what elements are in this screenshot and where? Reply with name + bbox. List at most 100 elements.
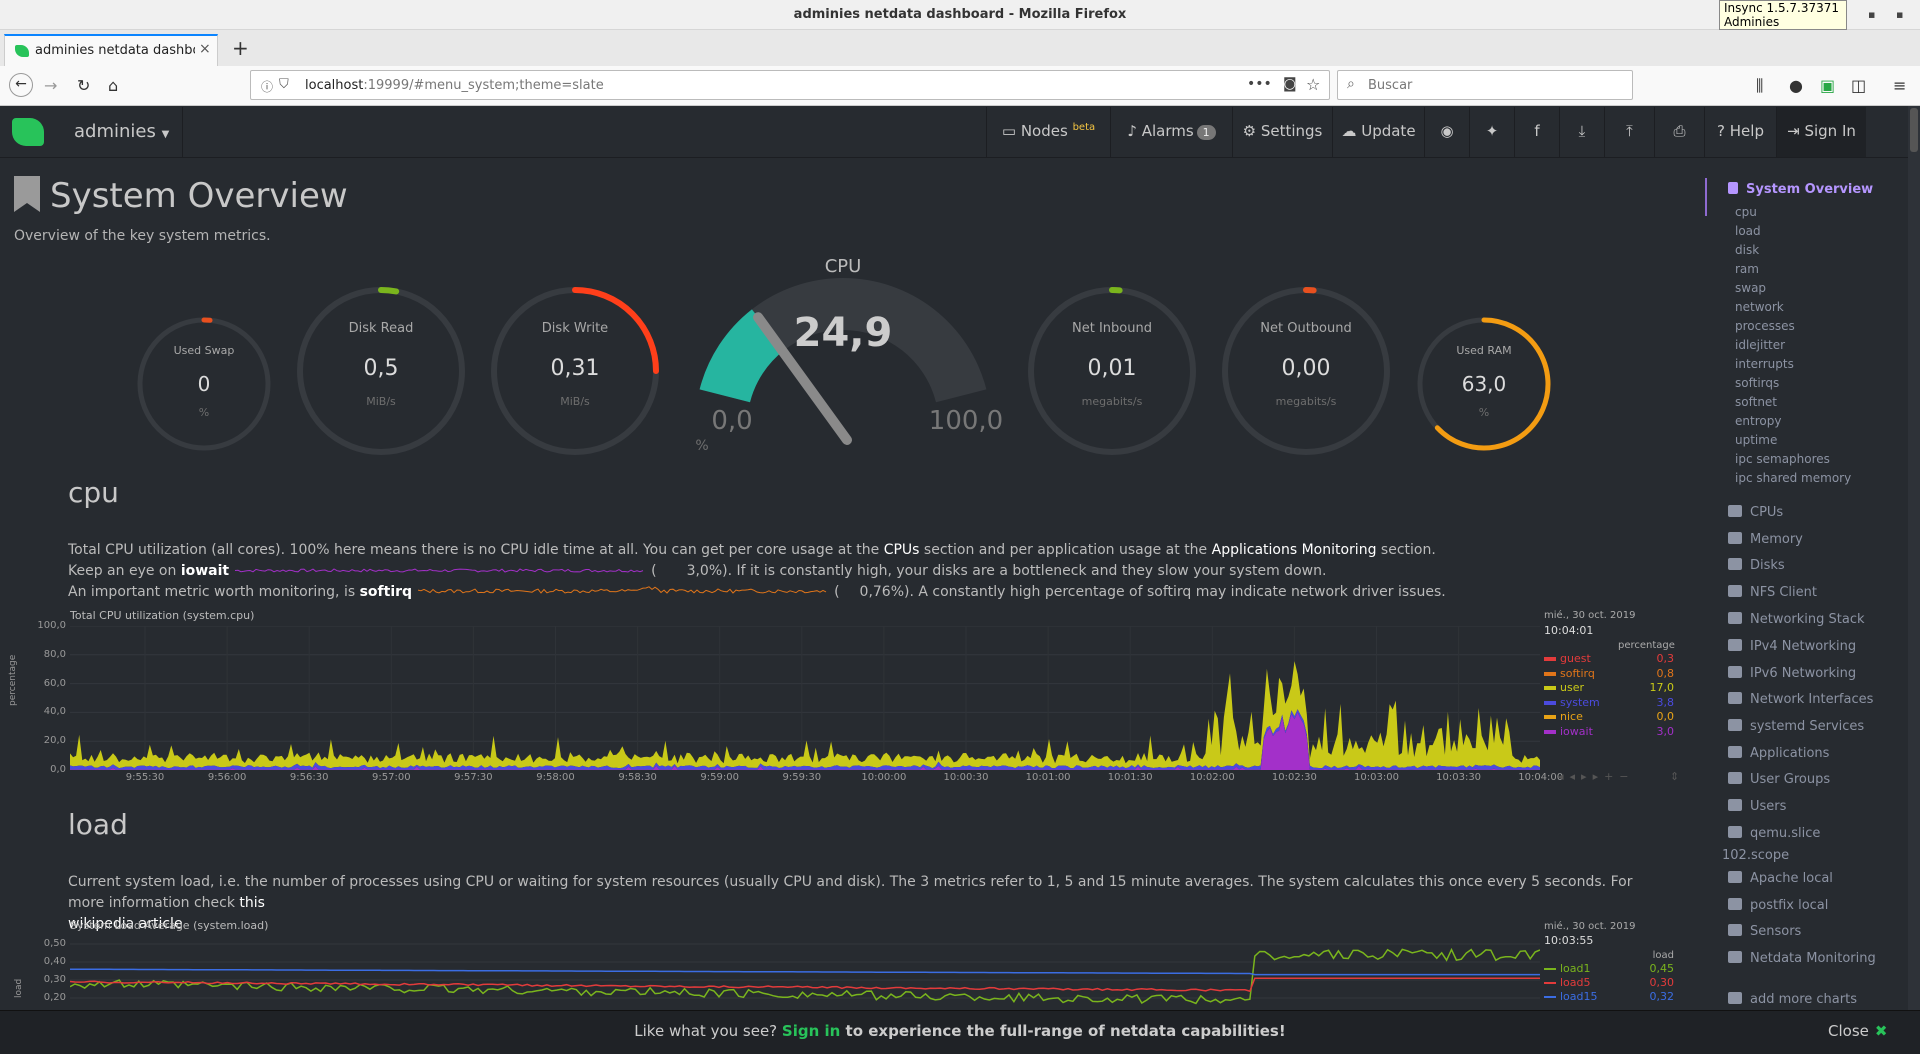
sidebar-item-systemd-services[interactable]: systemd Services bbox=[1728, 719, 1864, 734]
twitter-button[interactable]: ✦ bbox=[1469, 107, 1514, 157]
cpu-legend-system[interactable]: system 3,8 bbox=[1544, 696, 1674, 710]
github-button[interactable]: ◉ bbox=[1424, 107, 1469, 157]
cpus-link[interactable]: CPUs bbox=[883, 542, 920, 558]
sidebar-item-networking-stack[interactable]: Networking Stack bbox=[1728, 612, 1865, 627]
sidebar-item-memory[interactable]: Memory bbox=[1728, 532, 1803, 547]
load-legend-load5[interactable]: load5 0,30 bbox=[1544, 976, 1674, 990]
sidebar-item-postfix-local[interactable]: postfix local bbox=[1728, 898, 1828, 913]
hostname-dropdown[interactable]: adminies ▼ bbox=[74, 121, 170, 142]
netdata-logo-icon[interactable] bbox=[12, 118, 44, 146]
extension2-icon[interactable]: ▣ bbox=[1820, 76, 1836, 95]
sidebar-sub-uptime[interactable]: uptime bbox=[1735, 433, 1778, 447]
resize-icon[interactable]: ⇕ bbox=[1670, 770, 1680, 783]
browser-tab[interactable]: adminies netdata dashboar × bbox=[4, 34, 218, 66]
sidebar-sub-softirqs[interactable]: softirqs bbox=[1735, 376, 1780, 390]
forward-icon[interactable]: → bbox=[44, 76, 58, 95]
sidebar-sub-ipc-semaphores[interactable]: ipc semaphores bbox=[1735, 452, 1830, 466]
cpu-legend-user[interactable]: user 17,0 bbox=[1544, 681, 1674, 695]
sidebar-sub-ipc-shared-memory[interactable]: ipc shared memory bbox=[1735, 471, 1852, 485]
extension-icon[interactable]: ● bbox=[1789, 76, 1803, 95]
cpu-gauge[interactable] bbox=[699, 277, 987, 445]
load-legend-load15[interactable]: load15 0,32 bbox=[1544, 990, 1674, 1004]
load-legend-load1[interactable]: load1 0,45 bbox=[1544, 962, 1674, 976]
sidebar-sub-ram[interactable]: ram bbox=[1735, 262, 1759, 276]
used-swap-gauge[interactable] bbox=[137, 317, 271, 451]
sidebar-sub-swap[interactable]: swap bbox=[1735, 281, 1767, 295]
plus-icon bbox=[1728, 992, 1742, 1004]
sidebar-item-qemu-slice[interactable]: qemu.slice bbox=[1728, 826, 1820, 841]
update-button[interactable]: ☁ Update bbox=[1332, 107, 1424, 157]
sidebar-toggle-icon[interactable]: ◫ bbox=[1851, 76, 1867, 95]
scrollbar-thumb[interactable] bbox=[1910, 108, 1918, 152]
facebook-button[interactable]: f bbox=[1514, 107, 1559, 157]
sidebar-sub-idlejitter[interactable]: idlejitter bbox=[1735, 338, 1786, 352]
sidebar-item-users[interactable]: Users bbox=[1728, 799, 1786, 814]
disk-read-gauge[interactable] bbox=[297, 287, 465, 455]
nodes-button[interactable]: ▭ Nodes beta bbox=[986, 107, 1110, 157]
cpu-legend-softirq[interactable]: softirq 0,8 bbox=[1544, 667, 1674, 681]
cpu-legend-guest[interactable]: guest 0,3 bbox=[1544, 652, 1674, 666]
help-button[interactable]: ? Help bbox=[1704, 107, 1776, 157]
chart-controls-icon[interactable]: ◂◂▸▸+− bbox=[1558, 770, 1635, 783]
library-icon[interactable]: ⫼ bbox=[1756, 76, 1764, 95]
minimize-button[interactable]: ▪ bbox=[1868, 8, 1876, 21]
applications-link[interactable]: Applications Monitoring bbox=[1211, 542, 1377, 558]
pocket-icon[interactable]: ◙ bbox=[1283, 76, 1297, 92]
tab-close-icon[interactable]: × bbox=[199, 41, 211, 57]
close-window-button[interactable]: ▪ bbox=[1896, 8, 1904, 21]
sidebar-item-ipv4-networking[interactable]: IPv4 Networking bbox=[1728, 639, 1856, 654]
sidebar-item-system-overview[interactable]: System Overview bbox=[1728, 182, 1873, 197]
home-icon[interactable]: ⌂ bbox=[108, 76, 119, 95]
url-text[interactable]: localhost:19999/#menu_system;theme=slate bbox=[305, 78, 604, 93]
net-outbound-gauge[interactable] bbox=[1222, 287, 1390, 455]
footer-sign-in-link[interactable]: Sign in bbox=[781, 1022, 841, 1040]
sidebar-sub-entropy[interactable]: entropy bbox=[1735, 414, 1782, 428]
search-bar[interactable]: ⌕ Buscar bbox=[1337, 70, 1633, 100]
load-chart[interactable] bbox=[70, 936, 1540, 1010]
page-actions-icon[interactable]: ••• bbox=[1247, 76, 1272, 92]
info-icon[interactable]: ⓘ bbox=[261, 80, 274, 94]
net-inbound-gauge[interactable] bbox=[1028, 287, 1196, 455]
this-link[interactable]: this bbox=[239, 895, 265, 911]
sidebar-sub-processes[interactable]: processes bbox=[1735, 319, 1795, 333]
tracking-shield-icon[interactable]: ⛉ bbox=[279, 77, 289, 92]
reload-icon[interactable]: ↻ bbox=[77, 76, 91, 95]
menu-icon[interactable]: ≡ bbox=[1893, 76, 1907, 95]
sidebar-item-disks[interactable]: Disks bbox=[1728, 558, 1785, 573]
sidebar-item-nfs-client[interactable]: NFS Client bbox=[1728, 585, 1817, 600]
url-bar[interactable]: ⓘ ⛉ localhost:19999/#menu_system;theme=s… bbox=[250, 70, 1330, 100]
print-button[interactable]: ⎙ bbox=[1654, 107, 1704, 157]
sidebar-item-ipv6-networking[interactable]: IPv6 Networking bbox=[1728, 666, 1856, 681]
sidebar-sub-load[interactable]: load bbox=[1735, 224, 1761, 238]
alarms-button[interactable]: ♪ Alarms 1 bbox=[1110, 107, 1232, 157]
back-icon[interactable]: ← bbox=[9, 73, 33, 97]
sidebar-item-add-more-charts[interactable]: add more charts bbox=[1728, 992, 1857, 1007]
sidebar-item-applications[interactable]: Applications bbox=[1728, 746, 1829, 761]
footer-close-button[interactable]: Close ✖ bbox=[1828, 1022, 1888, 1040]
sidebar-sub-network[interactable]: network bbox=[1735, 300, 1784, 314]
sidebar-item-apache-local[interactable]: Apache local bbox=[1728, 871, 1833, 886]
bookmark-star-icon[interactable]: ☆ bbox=[1306, 75, 1321, 94]
sidebar-item-user-groups[interactable]: User Groups bbox=[1728, 772, 1830, 787]
sign-in-button[interactable]: ⇥ Sign In bbox=[1776, 107, 1866, 157]
cpu-legend-nice[interactable]: nice 0,0 bbox=[1544, 710, 1674, 724]
download-button[interactable]: ⤓ bbox=[1559, 107, 1604, 157]
new-tab-button[interactable]: + bbox=[232, 36, 249, 60]
settings-button[interactable]: ⚙ Settings bbox=[1232, 107, 1332, 157]
sidebar-sub-disk[interactable]: disk bbox=[1735, 243, 1760, 257]
disk-write-gauge[interactable] bbox=[491, 287, 659, 455]
scrollbar[interactable] bbox=[1908, 106, 1920, 1010]
sidebar-item-netdata-monitoring[interactable]: Netdata Monitoring bbox=[1728, 951, 1876, 966]
wikipedia-link[interactable]: wikipedia article bbox=[68, 916, 183, 932]
upload-button[interactable]: ⤒ bbox=[1604, 107, 1654, 157]
cpu-legend-iowait[interactable]: iowait 3,0 bbox=[1544, 725, 1674, 739]
sidebar-item-cpus[interactable]: CPUs bbox=[1728, 505, 1783, 520]
used-ram-gauge[interactable] bbox=[1417, 317, 1551, 451]
sidebar-sub-softnet[interactable]: softnet bbox=[1735, 395, 1778, 409]
cpu-chart[interactable] bbox=[70, 626, 1540, 770]
sidebar-sub-cpu[interactable]: cpu bbox=[1735, 205, 1757, 219]
sidebar-item-sensors[interactable]: Sensors bbox=[1728, 924, 1801, 939]
sidebar-item-network-interfaces[interactable]: Network Interfaces bbox=[1728, 692, 1873, 707]
sidebar-sub-interrupts[interactable]: interrupts bbox=[1735, 357, 1794, 371]
sidebar-item-102-scope[interactable]: 102.scope bbox=[1722, 848, 1789, 863]
